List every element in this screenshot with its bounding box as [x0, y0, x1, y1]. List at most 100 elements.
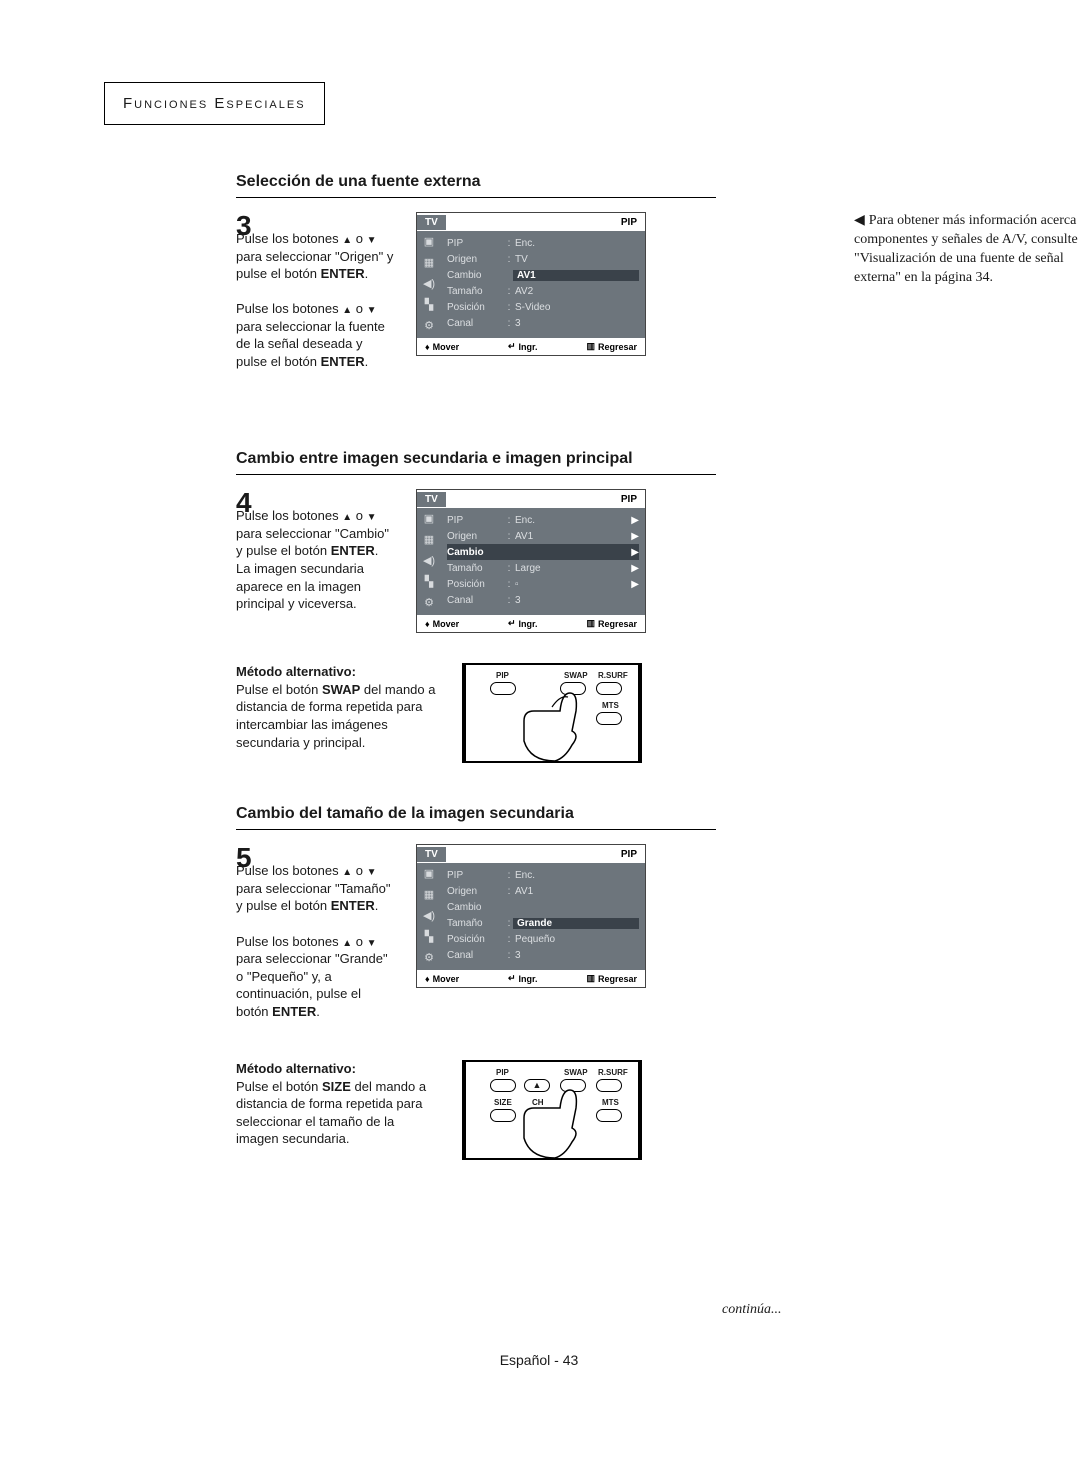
osd-screen-3: TV PIP ▣ ▦ ◀) ▚ ⚙ PIP:Enc. Origen:TV Cam… — [416, 212, 646, 356]
osd-list: PIP:Enc. Origen:TV CambioAV1 Tamaño:AV2 … — [441, 231, 645, 338]
pip-label: PIP — [496, 1068, 509, 1077]
section3-rule — [236, 197, 716, 198]
t: . — [365, 266, 369, 281]
input-icon: ▣ — [421, 867, 437, 882]
osd-sidebar-icons: ▣ ▦ ◀) ▚ ⚙ — [417, 231, 441, 338]
t: . — [365, 354, 369, 369]
l: Canal — [447, 318, 505, 329]
section5-alt: Método alternativo: Pulse el botón SIZE … — [236, 1060, 436, 1148]
continua-text: continúa... — [722, 1302, 782, 1318]
page-footer: Español - 43 — [104, 1352, 974, 1368]
section4-alt: Método alternativo: Pulse el botón SWAP … — [236, 663, 436, 751]
l: Posición — [447, 934, 505, 945]
swap-label: SWAP — [564, 1068, 588, 1077]
v: TV — [513, 254, 639, 265]
t: Pulse los botones — [236, 863, 342, 878]
l: Cambio — [447, 547, 505, 558]
swap-label: SWAP — [564, 671, 588, 680]
t: Pulse los botones — [236, 231, 342, 246]
t: . — [375, 543, 379, 558]
t: Ingr. — [519, 342, 538, 352]
down-icon — [367, 934, 377, 949]
v: AV1 — [513, 270, 639, 281]
side-note-text: Para obtener más información acerca de c… — [854, 213, 1080, 285]
side-note: ◀Para obtener más información acerca de … — [854, 212, 1080, 288]
t: o — [352, 934, 366, 949]
header-box: Funciones Especiales — [104, 82, 325, 125]
up-icon — [342, 508, 352, 523]
picture-icon: ▦ — [421, 533, 437, 548]
l: PIP — [447, 238, 505, 249]
sound-icon: ◀) — [421, 909, 437, 924]
step4-text: Pulse los botones o para seleccionar "Ca… — [236, 507, 396, 612]
rsurf-label: R.SURF — [598, 671, 628, 680]
step5-text: Pulse los botones o para seleccionar "Ta… — [236, 862, 396, 1020]
input-icon: ▣ — [421, 235, 437, 250]
t: PIP — [621, 849, 645, 860]
t: Método alternativo: — [236, 1061, 356, 1076]
section5-rule — [236, 829, 716, 830]
v: Enc. — [513, 870, 639, 881]
channel-icon: ▚ — [421, 298, 437, 313]
t: La imagen secundaria aparece en la image… — [236, 561, 364, 611]
picture-icon: ▦ — [421, 888, 437, 903]
t: Pulse los botones — [236, 301, 342, 316]
t: para seleccionar "Origen" y pulse el bot… — [236, 249, 393, 282]
pip-label: PIP — [496, 671, 509, 680]
l: Posición — [447, 302, 505, 313]
v: AV1 — [513, 531, 627, 542]
t: ENTER — [331, 543, 375, 558]
down-icon — [367, 508, 377, 523]
t: Ingr. — [519, 619, 538, 629]
l: Origen — [447, 254, 505, 265]
l: Tamaño — [447, 286, 505, 297]
t: ENTER — [272, 1004, 316, 1019]
v: AV2 — [513, 286, 639, 297]
l: Origen — [447, 886, 505, 897]
t: ENTER — [321, 354, 365, 369]
sound-icon: ◀) — [421, 277, 437, 292]
up-icon — [342, 863, 352, 878]
l: Cambio — [447, 902, 505, 913]
v: Enc. — [513, 238, 639, 249]
v: AV1 — [513, 886, 639, 897]
thumb-icon — [510, 1080, 600, 1165]
thumb-icon — [510, 683, 600, 768]
down-icon — [367, 301, 377, 316]
l: Tamaño — [447, 918, 505, 929]
t: Regresar — [598, 619, 637, 629]
t: Mover — [433, 619, 460, 629]
osd-header: TV PIP — [417, 213, 645, 231]
step3-text: Pulse los botones o para seleccionar "Or… — [236, 230, 396, 370]
setup-icon: ⚙ — [421, 319, 437, 334]
picture-icon: ▦ — [421, 256, 437, 271]
t: o — [352, 863, 366, 878]
section4-rule — [236, 474, 716, 475]
up-icon — [342, 231, 352, 246]
mts-label: MTS — [602, 701, 619, 710]
t: Método alternativo: — [236, 664, 356, 679]
l: PIP — [447, 515, 505, 526]
triangle-icon: ◀ — [854, 213, 865, 228]
down-icon — [367, 231, 377, 246]
t: . — [316, 1004, 320, 1019]
v: Grande — [513, 918, 639, 929]
t: ENTER — [331, 898, 375, 913]
l: Canal — [447, 595, 505, 606]
t: o — [352, 508, 366, 523]
v: 3 — [513, 595, 639, 606]
channel-icon: ▚ — [421, 930, 437, 945]
t: Regresar — [598, 342, 637, 352]
l: Posición — [447, 579, 505, 590]
osd-tab: TV — [417, 215, 446, 230]
section4-title: Cambio entre imagen secundaria e imagen … — [236, 450, 974, 468]
v: Large — [513, 563, 627, 574]
rsurf-label: R.SURF — [598, 1068, 628, 1077]
up-icon — [342, 301, 352, 316]
t: o — [352, 231, 366, 246]
input-icon: ▣ — [421, 512, 437, 527]
sound-icon: ◀) — [421, 554, 437, 569]
t: Pulse el botón SWAP del mando a distanci… — [236, 682, 435, 750]
remote-diagram-size: PIP SWAP R.SURF ▲ SIZE CH MTS — [462, 1060, 642, 1160]
t: Pulse los botones — [236, 508, 342, 523]
